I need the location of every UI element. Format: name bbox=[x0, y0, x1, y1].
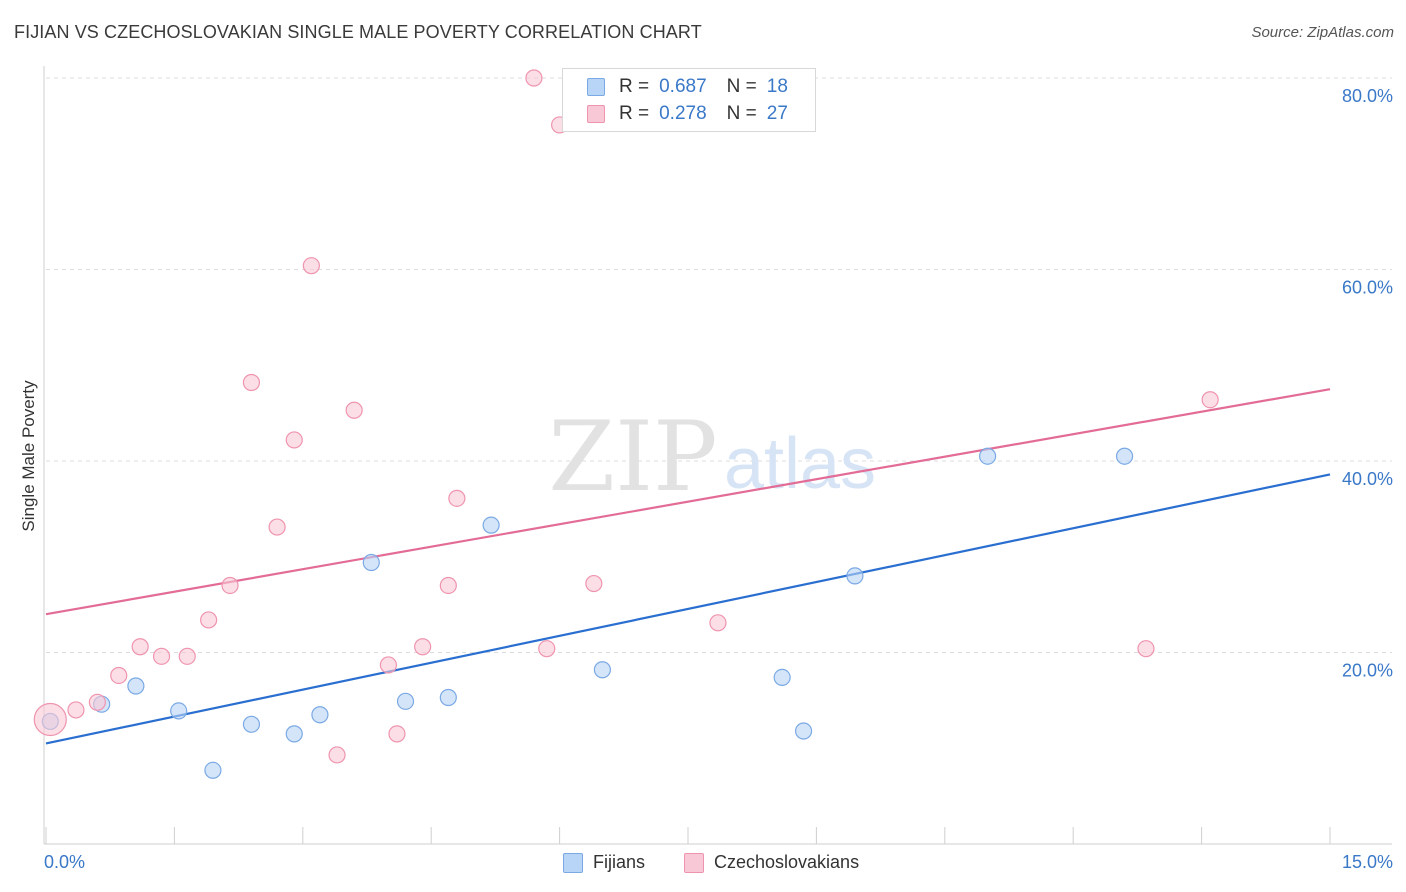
czechoslovakians-point bbox=[414, 638, 432, 656]
n-label: N = bbox=[726, 76, 757, 97]
y-tick-label: 20.0% bbox=[1342, 661, 1393, 681]
fijians-point bbox=[127, 677, 145, 695]
fijians-point bbox=[170, 702, 188, 720]
y-tick-label: 40.0% bbox=[1342, 469, 1393, 489]
y-axis-label: Single Male Poverty bbox=[19, 380, 38, 532]
series-legend: Fijians Czechoslovakians bbox=[0, 852, 1406, 876]
fijians-point bbox=[242, 715, 261, 733]
czechoslovakians-point bbox=[345, 401, 363, 419]
fijians-point bbox=[978, 447, 997, 465]
czechoslovakians-point bbox=[379, 656, 397, 674]
czechoslovakians-point bbox=[67, 701, 85, 719]
fijians-legend-swatch bbox=[563, 852, 583, 873]
czechoslovakians-legend-swatch bbox=[684, 852, 704, 873]
czechoslovakians-point bbox=[1137, 640, 1155, 658]
czechoslovakians-point bbox=[178, 647, 196, 665]
legend-item-czechoslovakians: Czechoslovakians bbox=[684, 852, 859, 873]
fijians-point bbox=[482, 516, 500, 534]
czechoslovakians-point bbox=[285, 431, 303, 449]
source-credit: Source: ZipAtlas.com bbox=[1251, 24, 1394, 41]
czechoslovakians-point bbox=[110, 666, 128, 685]
legend-label-fijians: Fijians bbox=[593, 852, 646, 872]
watermark-zip: ZIP bbox=[548, 401, 717, 513]
watermark: ZIP atlas bbox=[548, 401, 876, 513]
fijians-swatch bbox=[587, 78, 605, 96]
czechoslovakians-point bbox=[268, 518, 286, 536]
legend-row-czechoslovakians: R = 0.278 N = 27 bbox=[587, 102, 788, 126]
czechoslovakians-point bbox=[200, 611, 218, 629]
correlation-legend: R = 0.687 N = 18 R = 0.278 N = 27 bbox=[562, 68, 816, 132]
fijians-point bbox=[311, 706, 329, 724]
trend-lines bbox=[45, 388, 1331, 745]
czechoslovakians-point bbox=[538, 640, 556, 658]
n-label: N = bbox=[726, 103, 757, 124]
r-label: R = bbox=[619, 103, 650, 124]
czechoslovakians-point bbox=[525, 69, 543, 87]
czechoslovakians-point bbox=[388, 725, 406, 743]
czechoslovakians-point bbox=[1201, 391, 1219, 409]
r-label: R = bbox=[619, 76, 650, 97]
fijians-point bbox=[1115, 447, 1134, 465]
czechoslovakians-point bbox=[242, 373, 261, 392]
czechoslovakians-point bbox=[131, 638, 149, 656]
fijians-point bbox=[285, 725, 303, 743]
fijians-point bbox=[396, 692, 415, 710]
chart-title: FIJIAN VS CZECHOSLOVAKIAN SINGLE MALE PO… bbox=[14, 22, 702, 42]
czechoslovakians-point bbox=[439, 576, 457, 595]
x-tick-label: 0.0% bbox=[44, 852, 85, 872]
czechoslovakians-point bbox=[585, 574, 603, 593]
czechoslovakians-point bbox=[302, 257, 320, 275]
czechoslovakians-point bbox=[152, 647, 171, 665]
czechoslovakians-point bbox=[709, 614, 727, 632]
czechoslovakians-trend-line bbox=[45, 388, 1331, 616]
n-value: 27 bbox=[766, 103, 788, 124]
fijians-point bbox=[794, 722, 813, 740]
czechoslovakians-point bbox=[328, 746, 346, 764]
x-tick-label: 15.0% bbox=[1342, 852, 1393, 872]
legend-label-czechoslovakians: Czechoslovakians bbox=[714, 852, 860, 872]
czechoslovakians-point bbox=[88, 693, 106, 711]
fijians-trend-line bbox=[45, 473, 1331, 745]
fijians-point bbox=[204, 761, 222, 779]
y-tick-label: 60.0% bbox=[1342, 278, 1393, 298]
fijians-point bbox=[362, 553, 380, 572]
fijians-point bbox=[439, 688, 457, 707]
legend-item-fijians: Fijians bbox=[563, 852, 645, 873]
fijians-point bbox=[773, 668, 791, 686]
tick-labels: 20.0% 40.0% 60.0% 80.0% 0.0% 15.0% bbox=[44, 86, 1393, 872]
fijians-point bbox=[593, 661, 612, 679]
fijians-point bbox=[846, 567, 864, 585]
czechoslovakians-point bbox=[448, 489, 466, 507]
r-value: 0.687 bbox=[659, 76, 707, 97]
czechoslovakians-swatch bbox=[587, 105, 605, 123]
legend-row-fijians: R = 0.687 N = 18 bbox=[587, 75, 788, 99]
n-value: 18 bbox=[766, 76, 788, 97]
czechoslovakians-point bbox=[221, 576, 239, 595]
gridlines bbox=[46, 77, 1392, 653]
czechoslovakians-point bbox=[33, 702, 67, 737]
r-value: 0.278 bbox=[659, 103, 707, 124]
y-tick-label: 80.0% bbox=[1342, 86, 1393, 106]
